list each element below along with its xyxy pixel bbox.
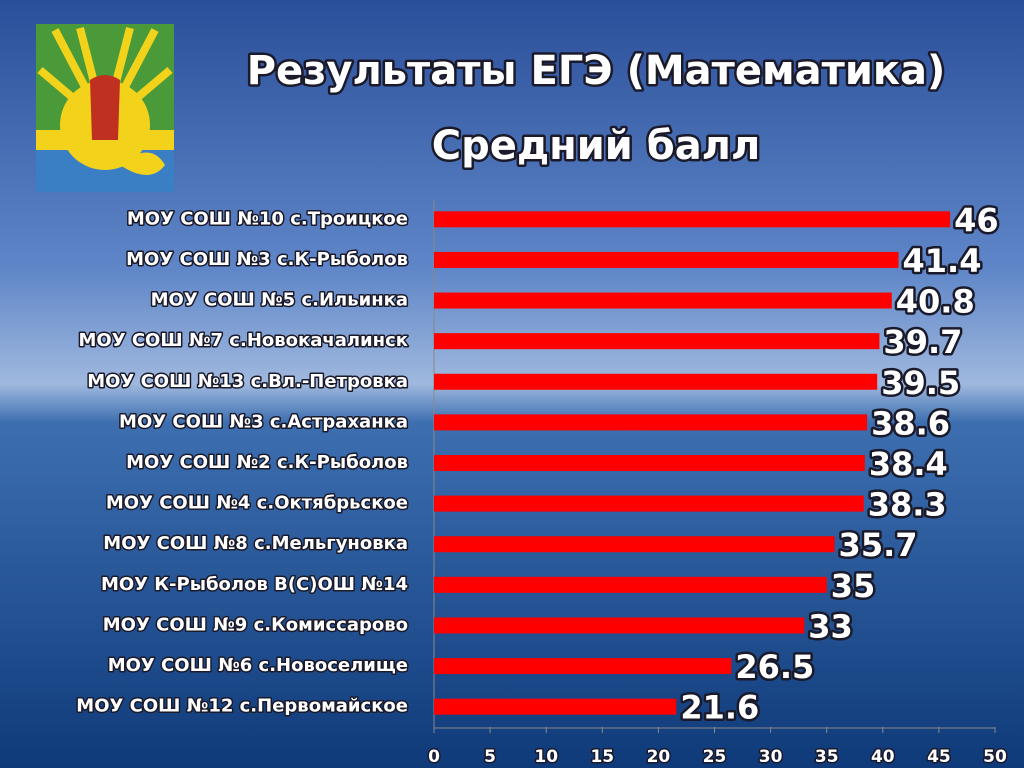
x-tick-label: 10 [534,747,558,767]
value-label: 38.4 [869,445,948,483]
x-tick-label: 25 [703,747,727,767]
bar [434,455,865,471]
bar [434,373,878,390]
bar [434,658,732,675]
value-label: 35 [831,567,876,605]
chart-title: Результаты ЕГЭ (Математика) [247,48,946,94]
y-tick-label: МОУ СОШ №6 с.Новоселище [108,655,408,676]
value-label: 41.4 [903,242,982,280]
y-tick-label: МОУ СОШ №5 с.Ильинка [151,290,408,311]
y-tick-label: МОУ К-Рыболов В(С)ОШ №14 [101,574,408,595]
x-tick-label: 50 [983,747,1007,767]
y-tick-label: МОУ СОШ №3 с.К-Рыболов [126,249,408,270]
bar [434,495,864,512]
bar [434,576,827,593]
bar [434,617,805,634]
bar [434,333,880,350]
x-tick-label: 5 [484,747,496,767]
x-tick-label: 0 [428,747,440,767]
value-label: 35.7 [839,526,918,564]
value-label: 40.8 [896,283,975,321]
y-tick-label: МОУ СОШ №12 с.Первомайское [76,696,408,717]
y-tick-label: МОУ СОШ №7 с.Новокачалинск [78,330,408,351]
bar [434,536,835,553]
value-label: 46 [954,201,999,239]
bar [434,698,677,715]
y-tick-label: МОУ СОШ №4 с.Октябрьское [106,493,408,514]
y-tick-label: МОУ СОШ №9 с.Комиссарово [103,614,408,635]
value-label: 26.5 [735,648,814,686]
y-tick-label: МОУ СОШ №8 с.Мельгуновка [103,533,408,554]
y-tick-label: МОУ СОШ №2 с.К-Рыболов [126,452,408,473]
x-tick-label: 35 [815,747,839,767]
value-label: 39.5 [881,364,960,402]
x-tick-label: 45 [927,747,951,767]
x-tick-label: 20 [647,747,671,767]
bar [434,292,892,309]
x-tick-label: 15 [590,747,614,767]
bar [434,211,951,228]
bar [434,414,868,431]
value-label: 33 [808,607,853,645]
value-label: 38.3 [868,486,947,524]
emblem [36,24,174,192]
y-tick-label: МОУ СОШ №13 с.Вл.-Петровка [87,371,408,392]
y-tick-label: МОУ СОШ №3 с.Астраханка [119,411,408,432]
bar [434,251,899,268]
chart-subtitle: Средний балл [432,123,761,169]
value-label: 39.7 [883,323,962,361]
x-tick-label: 40 [871,747,895,767]
y-tick-label: МОУ СОШ №10 с.Троицкое [127,208,408,229]
value-label: 38.6 [871,404,950,442]
value-label: 21.6 [680,689,759,727]
x-tick-label: 30 [759,747,783,767]
